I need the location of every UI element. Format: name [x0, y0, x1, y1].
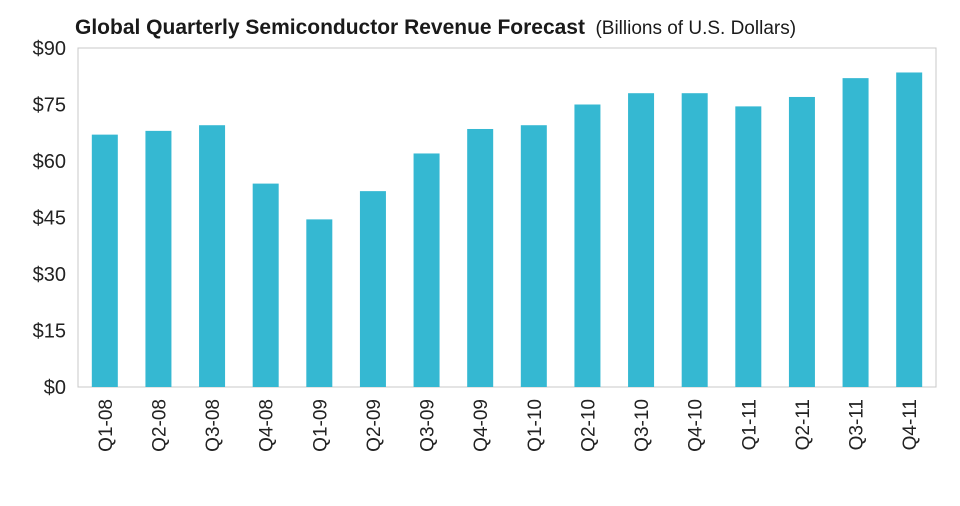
y-tick-label: $60	[33, 151, 66, 173]
chart-title-units: (Billions of U.S. Dollars)	[595, 18, 796, 39]
x-axis: Q1-08 Q2-08 Q3-08 Q4-08 Q1-09 Q2-09 Q3-09 Q4-09…	[96, 399, 921, 452]
y-tick-label: $75	[33, 95, 66, 117]
x-tick-label: Q3-10	[632, 399, 653, 452]
bar-q1-11	[735, 106, 762, 387]
bar-q1-08	[91, 134, 118, 387]
chart-title-main: Global Quarterly Semiconductor Revenue F…	[75, 16, 585, 39]
x-tick-label: Q2-11	[793, 399, 814, 450]
bar-q3-09	[413, 153, 440, 387]
x-tick-label: Q1-09	[310, 399, 331, 452]
bar-q2-09	[359, 191, 386, 387]
x-tick-label: Q1-10	[525, 399, 546, 452]
bars	[91, 72, 923, 387]
bar-q2-11	[788, 96, 815, 387]
y-tick-label: $15	[33, 321, 66, 343]
bar-q4-08	[252, 183, 279, 387]
bar-q4-09	[467, 128, 494, 387]
bar-q1-10	[520, 125, 547, 387]
bar-q4-11	[896, 72, 923, 387]
x-tick-label: Q3-09	[418, 399, 439, 452]
bar-q3-11	[842, 78, 869, 387]
x-tick-label: Q4-10	[686, 399, 707, 452]
bar-q1-09	[306, 219, 333, 387]
x-tick-label: Q2-10	[578, 399, 599, 452]
x-tick-label: Q4-09	[471, 399, 492, 452]
x-tick-label: Q2-08	[149, 399, 170, 452]
x-tick-label: Q4-11	[900, 399, 921, 450]
y-tick-label: $30	[33, 264, 66, 286]
chart-title: Global Quarterly Semiconductor Revenue F…	[75, 16, 796, 39]
x-tick-label: Q3-11	[847, 399, 868, 450]
bar-q3-10	[628, 93, 655, 387]
x-tick-label: Q2-09	[364, 399, 385, 452]
y-axis: $0 $15 $30 $45 $60 $75 $90	[33, 38, 66, 399]
y-tick-label: $90	[33, 38, 66, 60]
bar-q4-10	[681, 93, 708, 387]
x-tick-label: Q1-11	[739, 399, 760, 450]
x-tick-label: Q3-08	[203, 399, 224, 452]
bar-q3-08	[199, 125, 226, 387]
y-tick-label: $45	[33, 208, 66, 230]
y-tick-label: $0	[44, 377, 66, 399]
plot-area	[77, 47, 937, 388]
x-tick-label: Q1-08	[96, 399, 117, 452]
bar-q2-08	[145, 130, 172, 387]
bar-q2-10	[574, 104, 601, 387]
x-tick-label: Q4-08	[257, 399, 278, 452]
